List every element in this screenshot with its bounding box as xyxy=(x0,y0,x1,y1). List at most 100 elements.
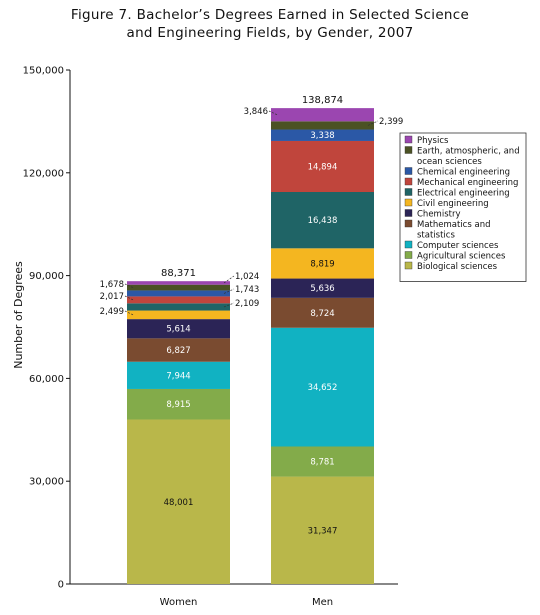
data-label-men-civil-engineering: 8,819 xyxy=(310,259,334,269)
legend-item-electrical-engineering: Electrical engineering xyxy=(404,188,510,199)
data-label-men-chemistry: 5,636 xyxy=(310,284,334,294)
legend-swatch-earth-atmospheric-and-ocean-sciences xyxy=(404,146,413,154)
y-axis-label: Number of Degrees xyxy=(12,261,25,369)
data-label-men-agricultural-sciences: 8,781 xyxy=(310,458,334,468)
bar-women-mechanical-engineering xyxy=(127,296,230,304)
x-tick-label-women: Women xyxy=(160,597,198,608)
data-label-women-biological-sciences: 48,001 xyxy=(164,498,194,508)
x-tick-label-men: Men xyxy=(312,597,333,608)
data-label-women-mathematics-and-statistics: 6,827 xyxy=(166,346,190,356)
data-label-women-civil-engineering: 2,499 xyxy=(100,307,124,317)
legend-label: ocean sciences xyxy=(417,157,482,167)
legend-swatch-physics xyxy=(404,135,413,144)
legend-label: Mathematics and xyxy=(417,220,490,230)
leader-line xyxy=(124,283,134,288)
data-label-men-mathematics-and-statistics: 8,724 xyxy=(310,309,334,319)
leader-line xyxy=(223,302,235,308)
y-tick-label: 0 xyxy=(58,580,64,591)
legend-label: Mechanical engineering xyxy=(417,178,518,188)
data-label-women-chemical-engineering: 1,743 xyxy=(235,285,259,295)
data-label-women-mechanical-engineering: 2,017 xyxy=(100,292,124,302)
bar-women-chemistry xyxy=(127,319,230,339)
bar-women-electrical-engineering xyxy=(127,303,230,311)
legend-item-civil-engineering: Civil engineering xyxy=(404,198,489,209)
legend-item-agricultural-sciences: Agricultural sciences xyxy=(404,251,506,262)
legend-box xyxy=(399,132,527,282)
bars: 48,001 8,915 7,944 6,827 5,614 2,499 2,109 2,01… xyxy=(100,95,403,584)
legend-label: Biological sciences xyxy=(417,262,498,272)
bar-men-mechanical-engineering xyxy=(271,140,374,192)
legend-item-biological-sciences: Biological sciences xyxy=(404,261,498,272)
bar-men-civil-engineering xyxy=(271,248,374,279)
y-tick-label: 150,000 xyxy=(23,66,64,77)
legend-item-physics: Physics xyxy=(404,135,449,146)
leader-line xyxy=(367,120,379,126)
leader-line xyxy=(124,310,134,316)
legend-label: Computer sciences xyxy=(417,241,499,251)
chart-title-line-2: and Engineering Fields, by Gender, 2007 xyxy=(126,25,414,41)
legend-swatch-biological-sciences xyxy=(404,261,413,270)
leader-line xyxy=(223,288,235,294)
bar-men-biological-sciences xyxy=(271,476,374,584)
bar-men-chemical-engineering xyxy=(271,129,374,141)
legend-label: Physics xyxy=(417,136,449,146)
legend-swatch-agricultural-sciences xyxy=(404,251,413,259)
data-label-women-agricultural-sciences: 8,915 xyxy=(166,400,190,410)
chart-title-line-1: Figure 7. Bachelor’s Degrees Earned in S… xyxy=(70,7,470,23)
bar-men-agricultural-sciences xyxy=(271,446,374,477)
data-label-women-chemistry: 5,614 xyxy=(166,325,190,335)
bar-women-agricultural-sciences xyxy=(127,388,230,420)
legend-label: Agricultural sciences xyxy=(417,252,506,262)
legend-label: Electrical engineering xyxy=(417,189,510,199)
legend-label: statistics xyxy=(417,231,455,241)
data-label-men-biological-sciences: 31,347 xyxy=(308,526,338,536)
data-label-women-physics: 1,024 xyxy=(235,272,259,282)
legend-swatch-chemical-engineering xyxy=(404,167,413,175)
total-label-men: 138,874 xyxy=(302,95,343,106)
legend-label: Chemistry xyxy=(417,210,460,220)
data-label-men-mechanical-engineering: 14,894 xyxy=(308,162,338,172)
data-label-men-physics: 3,846 xyxy=(244,107,268,117)
bar-women-biological-sciences xyxy=(127,419,230,584)
legend-swatch-electrical-engineering xyxy=(404,188,413,196)
legend-label: Earth, atmospheric, and xyxy=(417,147,520,157)
legend-item-chemistry: Chemistry xyxy=(404,209,460,220)
bar-men-physics xyxy=(271,108,374,122)
leader-line xyxy=(268,110,278,116)
data-label-women-electrical-engineering: 2,109 xyxy=(235,299,259,309)
legend-item-computer-sciences: Computer sciences xyxy=(404,240,499,251)
data-label-women-computer-sciences: 7,944 xyxy=(166,371,190,381)
legend-swatch-civil-engineering xyxy=(404,198,413,207)
leader-line xyxy=(124,295,134,301)
bar-women-mathematics-and-statistics xyxy=(127,338,230,362)
bar-men-mathematics-and-statistics xyxy=(271,297,374,328)
legend-swatch-computer-sciences xyxy=(404,240,413,249)
data-label-women-earth-atmospheric-and-ocean-sciences: 1,678 xyxy=(100,280,124,290)
legend-label: Civil engineering xyxy=(417,199,489,209)
data-label-men-chemical-engineering: 3,338 xyxy=(310,131,334,141)
total-label-women: 88,371 xyxy=(161,268,196,279)
legend-item-mechanical-engineering: Mechanical engineering xyxy=(404,177,518,188)
legend-swatch-mechanical-engineering xyxy=(404,177,413,186)
y-tick-label: 120,000 xyxy=(23,168,64,179)
bar-women-computer-sciences xyxy=(127,361,230,389)
chart-title: Figure 7. Bachelor’s Degrees Earned in S… xyxy=(0,6,540,42)
bar-men-earth-atmospheric-and-ocean-sciences xyxy=(271,121,374,130)
y-tick-label: 60,000 xyxy=(29,374,64,385)
bar-men-computer-sciences xyxy=(271,327,374,447)
bar-women-physics xyxy=(127,281,230,285)
bar-men-electrical-engineering xyxy=(271,191,374,249)
data-label-men-computer-sciences: 34,652 xyxy=(308,383,338,393)
bar-women-chemical-engineering xyxy=(127,290,230,297)
data-label-men-electrical-engineering: 16,438 xyxy=(308,216,338,226)
legend-swatch-mathematics-and-statistics xyxy=(404,219,413,228)
y-tick-label: 30,000 xyxy=(29,477,64,488)
bar-women-earth-atmospheric-and-ocean-sciences xyxy=(127,284,230,291)
y-tick-label: 90,000 xyxy=(29,271,64,282)
legend-label: Chemical engineering xyxy=(417,168,510,178)
data-label-men-earth-atmospheric-and-ocean-sciences: 2,399 xyxy=(379,117,403,127)
